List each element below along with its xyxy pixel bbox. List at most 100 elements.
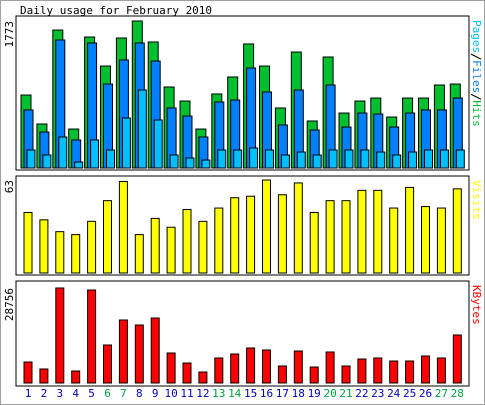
bar <box>424 149 433 169</box>
bar <box>408 151 418 169</box>
plot-area <box>15 280 470 387</box>
bar <box>121 117 131 169</box>
bar <box>389 360 399 384</box>
bar <box>214 207 224 274</box>
x-tick-label: 27 <box>435 387 448 400</box>
bar <box>169 154 179 169</box>
bar <box>328 149 338 169</box>
x-tick-label: 12 <box>196 387 209 400</box>
bar <box>230 197 240 274</box>
plot-area <box>15 15 470 171</box>
bar <box>103 200 112 274</box>
bar <box>373 189 383 274</box>
bar <box>198 220 208 274</box>
x-tick-label: 9 <box>152 387 159 400</box>
bar <box>39 219 49 274</box>
bar <box>23 211 33 274</box>
x-tick-label: 18 <box>292 387 305 400</box>
bar <box>455 149 465 169</box>
bar <box>309 211 319 274</box>
bar <box>389 207 399 274</box>
bar <box>436 357 446 384</box>
bar <box>74 161 84 169</box>
x-tick-label: 2 <box>41 387 48 400</box>
bar <box>42 154 52 169</box>
bar <box>341 365 351 384</box>
bar <box>436 207 446 274</box>
chart-title: Daily usage for February 2010 <box>20 4 212 17</box>
x-tick-label: 11 <box>180 387 193 400</box>
bar <box>182 362 192 384</box>
bar <box>325 351 335 384</box>
bar <box>201 159 211 169</box>
bar <box>230 353 240 384</box>
legend: KBytes <box>470 285 483 325</box>
bar <box>71 234 81 274</box>
bar <box>198 371 208 384</box>
x-tick-label: 4 <box>72 387 79 400</box>
bar <box>421 355 430 384</box>
x-tick-label: 20 <box>323 387 336 400</box>
bar <box>293 182 303 274</box>
bar <box>150 317 160 384</box>
bar <box>262 179 271 274</box>
x-tick-label: 19 <box>308 387 321 400</box>
bar <box>153 119 163 169</box>
legend-entry: KBytes <box>470 285 483 325</box>
bar <box>360 149 370 169</box>
bar <box>182 209 192 274</box>
bar <box>341 200 351 274</box>
bar <box>118 319 128 384</box>
legend-entry: Files <box>470 60 483 93</box>
bar <box>90 139 100 169</box>
x-tick-label: 5 <box>88 387 95 400</box>
x-tick-label: 25 <box>403 387 416 400</box>
legend-entry: Hits <box>470 100 483 127</box>
x-tick-label: 1 <box>25 387 32 400</box>
bar <box>312 154 322 169</box>
bar <box>309 366 319 384</box>
legend-separator <box>470 53 482 60</box>
bar <box>87 220 97 274</box>
bar <box>296 151 306 169</box>
x-tick-label: 23 <box>371 387 384 400</box>
bar <box>293 350 303 384</box>
plot-area <box>15 175 470 276</box>
bar <box>325 200 335 274</box>
bar <box>246 195 256 274</box>
bar <box>55 287 65 384</box>
bar <box>262 349 271 384</box>
bar <box>166 226 176 274</box>
bar <box>277 194 287 274</box>
bar <box>405 360 415 384</box>
bar <box>452 188 462 274</box>
bar <box>265 149 274 169</box>
bar <box>392 154 402 169</box>
x-tick-label: 7 <box>120 387 127 400</box>
bar <box>134 234 144 274</box>
bar <box>118 180 128 274</box>
bar <box>214 357 224 384</box>
bar <box>137 89 147 169</box>
y-tick-label: 1773 <box>3 21 16 48</box>
bar <box>277 365 287 384</box>
bar <box>185 157 195 169</box>
y-tick-label: 63 <box>3 180 16 193</box>
bar <box>71 370 81 384</box>
x-tick-label: 22 <box>355 387 368 400</box>
legend: Visits <box>470 180 483 220</box>
bar <box>357 189 367 274</box>
x-tick-label: 21 <box>339 387 352 400</box>
bar <box>39 368 49 384</box>
x-tick-label: 13 <box>212 387 225 400</box>
x-tick-label: 16 <box>260 387 273 400</box>
x-tick-label: 6 <box>104 387 111 400</box>
bar <box>233 149 243 169</box>
x-tick-label: 26 <box>419 387 432 400</box>
legend-separator <box>470 93 482 100</box>
legend-entry: Visits <box>470 180 483 220</box>
bar <box>421 206 430 274</box>
x-tick-label: 24 <box>387 387 401 400</box>
bar <box>344 149 354 169</box>
